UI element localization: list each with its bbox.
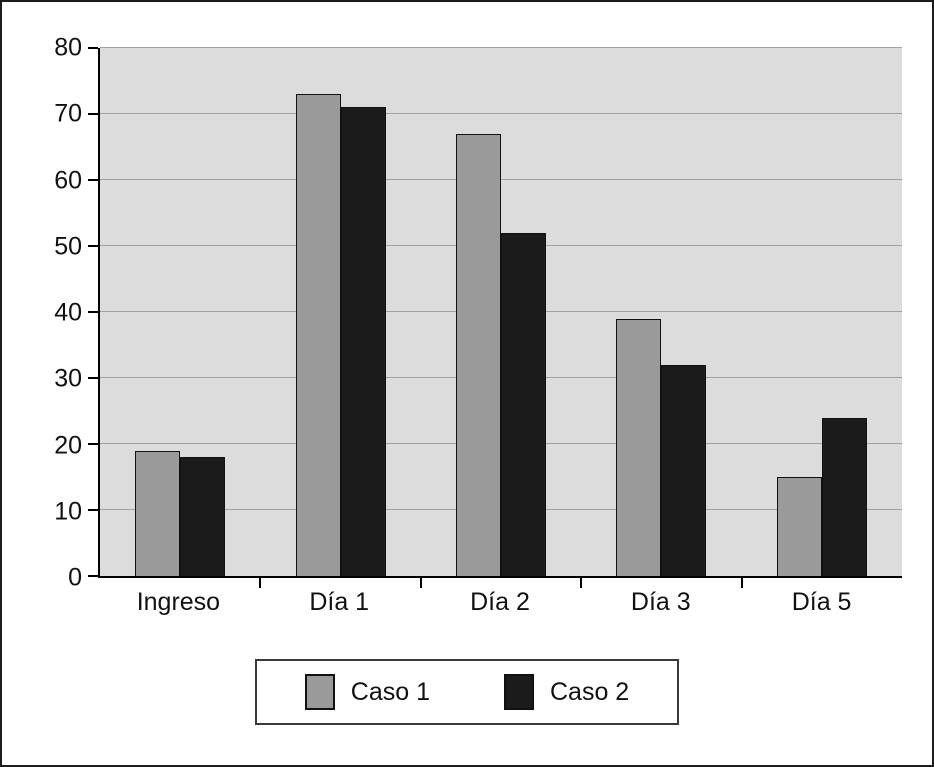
legend-label-caso-2: Caso 2 xyxy=(550,677,630,706)
gridline xyxy=(100,47,902,48)
y-tick-label: 70 xyxy=(54,99,82,128)
y-tick-label: 10 xyxy=(54,497,82,526)
legend-swatch-caso-2 xyxy=(504,674,534,710)
legend-entry-caso-1: Caso 1 xyxy=(304,674,430,710)
x-label-dia-5: Día 5 xyxy=(791,588,852,616)
bar-caso-1 xyxy=(295,94,341,576)
y-axis: 0 10 20 30 40 50 60 70 80 xyxy=(8,35,98,590)
bar-group xyxy=(742,48,902,576)
y-tick-mark xyxy=(88,509,98,511)
bar-caso-2 xyxy=(821,417,867,576)
y-tick-label: 0 xyxy=(68,563,82,592)
x-label-dia-2: Día 2 xyxy=(470,588,530,616)
x-label-dia-3: Día 3 xyxy=(630,588,691,616)
y-tick-mark xyxy=(88,443,98,445)
x-tick-mark xyxy=(419,578,422,588)
y-tick-label: 80 xyxy=(54,33,82,62)
bar-caso-2 xyxy=(661,364,707,576)
legend-swatch-caso-1 xyxy=(304,674,335,710)
x-axis-labels: Ingreso Día 1 Día 2 Día 3 Día 5 xyxy=(98,588,902,617)
x-tick-mark xyxy=(740,578,743,588)
legend-entry-caso-2: Caso 2 xyxy=(504,674,629,710)
x-label-ingreso: Ingreso xyxy=(136,588,221,616)
bar-caso-1 xyxy=(616,318,662,576)
bar-group xyxy=(421,48,581,576)
y-tick-mark xyxy=(88,575,98,577)
bar-group xyxy=(100,48,260,576)
bar-group xyxy=(260,48,420,576)
x-axis: Ingreso Día 1 Día 2 Día 3 Día 5 xyxy=(8,588,902,617)
x-tick-mark xyxy=(259,578,262,588)
y-tick-label: 50 xyxy=(54,232,82,261)
bar-caso-2 xyxy=(340,107,386,576)
bar-caso-1 xyxy=(456,133,502,576)
plot-area xyxy=(88,47,902,588)
y-tick-label: 20 xyxy=(54,431,82,459)
bar-caso-2 xyxy=(501,232,547,576)
y-tick-mark xyxy=(88,47,98,49)
x-axis-spacer xyxy=(8,588,98,617)
y-tick-label: 30 xyxy=(54,364,82,393)
legend: Caso 1 Caso 2 xyxy=(254,659,680,725)
bar-caso-1 xyxy=(135,450,181,576)
bar-groups xyxy=(100,48,902,576)
bar-group xyxy=(581,48,741,576)
y-tick-mark xyxy=(88,311,98,313)
y-tick-mark xyxy=(88,377,98,379)
y-tick-label: 40 xyxy=(54,298,82,327)
chart-row: 0 10 20 30 40 50 60 70 80 xyxy=(8,35,902,590)
y-tick-mark xyxy=(88,113,98,115)
legend-label-caso-1: Caso 1 xyxy=(350,677,430,706)
y-tick-label: 60 xyxy=(54,166,82,194)
x-tick-mark xyxy=(580,578,583,588)
bar-chart: 0 10 20 30 40 50 60 70 80 Ingreso Día 1 Día 2 Dí… xyxy=(2,2,932,617)
x-label-dia-1: Día 1 xyxy=(309,588,370,616)
gridline xyxy=(100,113,902,114)
y-tick-mark xyxy=(88,245,98,247)
bar-caso-1 xyxy=(776,477,822,576)
bar-caso-2 xyxy=(180,457,226,576)
y-tick-mark xyxy=(88,179,98,181)
